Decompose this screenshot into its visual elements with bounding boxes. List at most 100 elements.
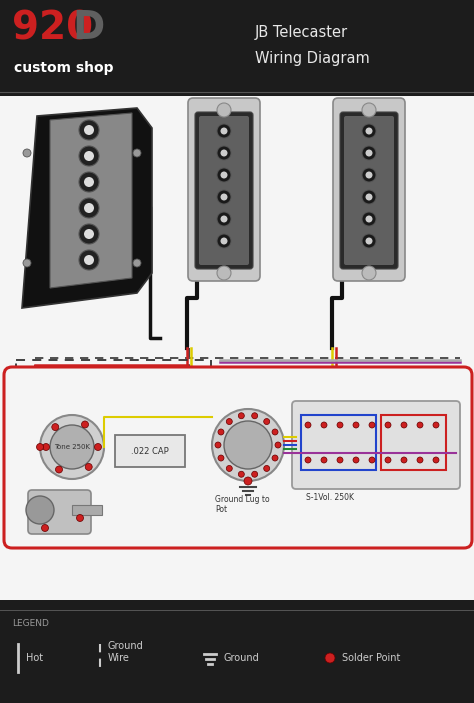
- Circle shape: [36, 444, 44, 451]
- Circle shape: [218, 455, 224, 461]
- Text: S-1Vol. 250K: S-1Vol. 250K: [306, 493, 354, 501]
- Circle shape: [52, 424, 59, 430]
- Circle shape: [23, 149, 31, 157]
- Circle shape: [362, 190, 376, 204]
- Bar: [72, 505, 102, 515]
- Circle shape: [84, 229, 94, 239]
- Circle shape: [226, 465, 232, 472]
- Circle shape: [272, 429, 278, 435]
- Circle shape: [252, 471, 258, 477]
- Circle shape: [85, 463, 92, 470]
- Bar: [301, 415, 376, 470]
- Bar: [0, 0, 474, 92]
- Circle shape: [365, 238, 373, 245]
- Circle shape: [365, 193, 373, 200]
- Circle shape: [84, 177, 94, 187]
- Circle shape: [82, 421, 89, 428]
- Bar: [115, 435, 185, 467]
- Circle shape: [238, 413, 244, 419]
- Circle shape: [238, 471, 244, 477]
- FancyBboxPatch shape: [344, 116, 394, 265]
- Circle shape: [353, 422, 359, 428]
- Circle shape: [84, 125, 94, 135]
- Circle shape: [401, 457, 407, 463]
- Circle shape: [321, 422, 327, 428]
- Circle shape: [385, 457, 391, 463]
- Circle shape: [224, 421, 272, 469]
- Circle shape: [79, 146, 99, 166]
- Text: Tone 250K: Tone 250K: [54, 444, 90, 450]
- Circle shape: [362, 146, 376, 160]
- Circle shape: [362, 266, 376, 280]
- Circle shape: [217, 168, 231, 182]
- Circle shape: [220, 150, 228, 157]
- Circle shape: [215, 442, 221, 448]
- Text: Ground: Ground: [224, 653, 260, 663]
- Circle shape: [369, 457, 375, 463]
- Circle shape: [220, 238, 228, 245]
- Circle shape: [217, 103, 231, 117]
- FancyBboxPatch shape: [340, 112, 398, 269]
- Circle shape: [244, 477, 252, 485]
- Polygon shape: [22, 108, 152, 308]
- Circle shape: [362, 234, 376, 248]
- Circle shape: [26, 496, 54, 524]
- Circle shape: [337, 457, 343, 463]
- Circle shape: [42, 524, 48, 531]
- Bar: [0, 610, 474, 703]
- Circle shape: [385, 422, 391, 428]
- Circle shape: [365, 172, 373, 179]
- Circle shape: [362, 168, 376, 182]
- FancyBboxPatch shape: [333, 98, 405, 281]
- Circle shape: [362, 212, 376, 226]
- Circle shape: [305, 457, 311, 463]
- Text: JB Telecaster: JB Telecaster: [255, 25, 348, 39]
- Circle shape: [417, 457, 423, 463]
- Circle shape: [43, 444, 49, 451]
- Circle shape: [84, 151, 94, 161]
- Circle shape: [133, 149, 141, 157]
- Circle shape: [337, 422, 343, 428]
- Text: Hot: Hot: [26, 653, 43, 663]
- Circle shape: [84, 255, 94, 265]
- Text: custom shop: custom shop: [14, 61, 113, 75]
- Circle shape: [353, 457, 359, 463]
- Circle shape: [40, 415, 104, 479]
- Circle shape: [79, 120, 99, 140]
- Bar: [16, 360, 211, 545]
- Circle shape: [217, 234, 231, 248]
- Circle shape: [417, 422, 423, 428]
- Circle shape: [433, 422, 439, 428]
- Circle shape: [264, 418, 270, 425]
- Circle shape: [79, 224, 99, 244]
- Text: Ground
Wire: Ground Wire: [108, 641, 144, 663]
- Circle shape: [362, 103, 376, 117]
- Circle shape: [133, 259, 141, 267]
- Circle shape: [321, 457, 327, 463]
- Circle shape: [50, 425, 94, 469]
- Circle shape: [220, 216, 228, 223]
- Circle shape: [305, 422, 311, 428]
- Circle shape: [55, 466, 63, 473]
- Text: D: D: [72, 9, 104, 47]
- FancyBboxPatch shape: [195, 112, 253, 269]
- Circle shape: [362, 124, 376, 138]
- Circle shape: [365, 150, 373, 157]
- Circle shape: [220, 127, 228, 134]
- Circle shape: [84, 203, 94, 213]
- Circle shape: [264, 465, 270, 472]
- Circle shape: [365, 216, 373, 223]
- Circle shape: [217, 212, 231, 226]
- Circle shape: [401, 422, 407, 428]
- Circle shape: [226, 418, 232, 425]
- Bar: [381, 415, 446, 470]
- Text: Solder Point: Solder Point: [342, 653, 401, 663]
- Circle shape: [325, 653, 335, 663]
- Polygon shape: [50, 113, 132, 288]
- Circle shape: [76, 515, 83, 522]
- Circle shape: [218, 429, 224, 435]
- Circle shape: [369, 422, 375, 428]
- Text: LEGEND: LEGEND: [12, 619, 49, 628]
- Circle shape: [79, 198, 99, 218]
- Circle shape: [79, 172, 99, 192]
